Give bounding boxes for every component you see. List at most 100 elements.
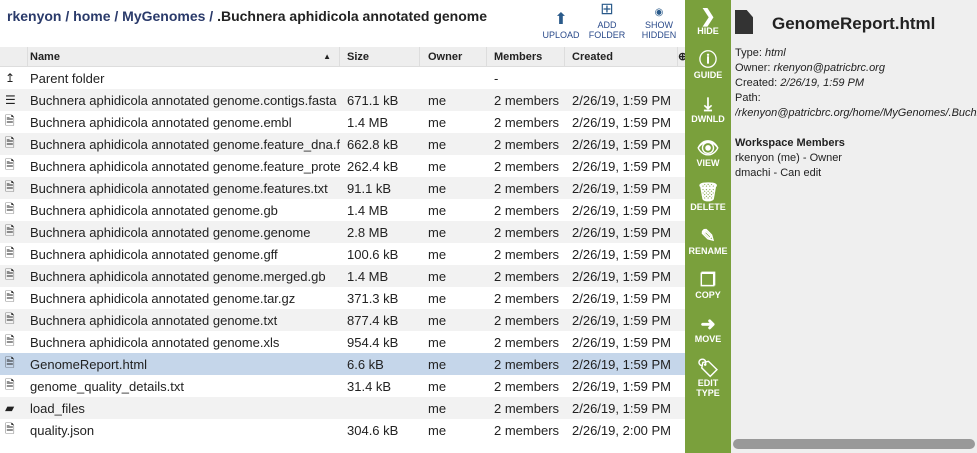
hide-icon: ❯: [700, 6, 716, 26]
file-created: 2/26/19, 1:59 PM: [572, 136, 672, 152]
crumb-rkenyon[interactable]: rkenyon: [7, 8, 62, 24]
upload-button[interactable]: ⬆ UPLOAD: [538, 12, 584, 41]
header-members[interactable]: Members: [487, 47, 565, 66]
file-row[interactable]: ▰ load_files me 2 members 2/26/19, 1:59 …: [0, 397, 685, 419]
header-size[interactable]: Size: [340, 47, 420, 66]
file-row[interactable]: 🗎 Buchnera aphidicola annotated genome.f…: [0, 155, 685, 177]
file-created: 2/26/19, 1:59 PM: [572, 312, 672, 328]
file-browser: rkenyon / home / MyGenomes / .Buchnera a…: [0, 1, 688, 441]
file-owner: me: [428, 290, 447, 306]
file-size: 877.4 kB: [347, 312, 399, 328]
delete-button[interactable]: 🗑 DELETE: [685, 176, 731, 220]
horizontal-scrollbar[interactable]: [733, 439, 975, 449]
file-size: 1.4 MB: [347, 114, 389, 130]
path-value: /rkenyon@patricbrc.org/home/MyGenomes/.B…: [735, 107, 977, 119]
header-name[interactable]: Name ▲: [28, 47, 340, 66]
crumb-current: .Buchnera aphidicola annotated genome: [217, 8, 488, 24]
file-name: Buchnera aphidicola annotated genome.txt: [30, 312, 278, 328]
file-owner: me: [428, 356, 447, 372]
file-icon: 🗎: [5, 377, 15, 392]
download-button[interactable]: ⤓ DWNLD: [685, 88, 731, 132]
crumb-home[interactable]: home: [73, 8, 111, 24]
member-item: rkenyon (me) - Owner: [735, 152, 842, 164]
rename-button[interactable]: ✎ RENAME: [685, 220, 731, 264]
file-owner: me: [428, 400, 447, 416]
file-row[interactable]: 🗎 Buchnera aphidicola annotated genome.g…: [0, 199, 685, 221]
file-created: 2/26/19, 1:59 PM: [572, 356, 672, 372]
sort-asc-icon: ▲: [323, 52, 331, 61]
file-members: 2 members: [494, 378, 560, 394]
file-row[interactable]: 🗎 genome_quality_details.txt 31.4 kB me …: [0, 375, 685, 397]
file-row[interactable]: 🗎 Buchnera aphidicola annotated genome.t…: [0, 309, 685, 331]
file-name: Buchnera aphidicola annotated genome.con…: [30, 92, 337, 108]
file-name: Buchnera aphidicola annotated genome.fea…: [30, 158, 340, 174]
contigs-icon: ☰: [5, 93, 16, 107]
file-owner: me: [428, 224, 447, 240]
file-icon: 🗎: [5, 289, 15, 304]
add-folder-button[interactable]: ⊞ ADD FOLDER: [584, 1, 630, 41]
file-members: 2 members: [494, 246, 560, 262]
file-owner: me: [428, 268, 447, 284]
file-members: 2 members: [494, 312, 560, 328]
view-button[interactable]: 👁 VIEW: [685, 132, 731, 176]
breadcrumb: rkenyon / home / MyGenomes / .Buchnera a…: [7, 8, 488, 24]
parent-folder-row[interactable]: ↥ Parent folder -: [0, 67, 685, 89]
edit-type-button[interactable]: 🏷 EDIT TYPE: [685, 352, 731, 398]
file-icon: 🗎: [5, 135, 15, 150]
show-hidden-button[interactable]: ◉ SHOW HIDDEN: [636, 8, 682, 41]
file-row[interactable]: 🗎 Buchnera aphidicola annotated genome.f…: [0, 177, 685, 199]
created-line: Created: 2/26/19, 1:59 PM: [735, 77, 865, 89]
file-row[interactable]: 🗎 Buchnera aphidicola annotated genome.g…: [0, 221, 685, 243]
file-name: Buchnera aphidicola annotated genome.fea…: [30, 136, 340, 152]
file-name: genome_quality_details.txt: [30, 378, 184, 394]
grid-header: Name ▲ Size Owner Members Created ⊕: [0, 47, 688, 67]
hide-button[interactable]: ❯ HIDE: [685, 0, 731, 44]
delete-icon: 🗑: [696, 182, 720, 202]
file-size: 262.4 kB: [347, 158, 399, 174]
file-row[interactable]: 🗎 Buchnera aphidicola annotated genome.t…: [0, 287, 685, 309]
file-members: 2 members: [494, 136, 560, 152]
move-button[interactable]: ➜ MOVE: [685, 308, 731, 352]
guide-button[interactable]: ⓘ GUIDE: [685, 44, 731, 88]
file-created: 2/26/19, 2:00 PM: [572, 422, 672, 438]
file-row[interactable]: 🗎 Buchnera aphidicola annotated genome.g…: [0, 243, 685, 265]
header-created[interactable]: Created: [565, 47, 678, 66]
file-size: 671.1 kB: [347, 92, 399, 108]
file-row[interactable]: 🗎 quality.json 304.6 kB me 2 members 2/2…: [0, 419, 685, 441]
copy-button[interactable]: ❐ COPY: [685, 264, 731, 308]
crumb-mygenomes[interactable]: MyGenomes: [122, 8, 206, 24]
file-created: 2/26/19, 1:59 PM: [572, 114, 672, 130]
file-size: 100.6 kB: [347, 246, 399, 262]
column-chooser-icon[interactable]: ⊕: [678, 51, 688, 63]
header-owner[interactable]: Owner: [420, 47, 487, 66]
file-row[interactable]: 🗎 Buchnera aphidicola annotated genome.f…: [0, 133, 685, 155]
file-row[interactable]: 🗎 Buchnera aphidicola annotated genome.e…: [0, 111, 685, 133]
details-panel: GenomeReport.html Type: html Owner: rken…: [731, 0, 977, 453]
view-icon: 👁: [696, 138, 720, 158]
header-icon-col: [0, 47, 28, 66]
file-row[interactable]: 🗎 Buchnera aphidicola annotated genome.x…: [0, 331, 685, 353]
file-owner: me: [428, 422, 447, 438]
file-size: 662.8 kB: [347, 136, 399, 152]
file-size: 304.6 kB: [347, 422, 399, 438]
file-members: 2 members: [494, 224, 560, 240]
file-created: 2/26/19, 1:59 PM: [572, 290, 672, 306]
file-grid: Name ▲ Size Owner Members Created ⊕ ↥ Par…: [0, 47, 688, 441]
file-icon: 🗎: [5, 157, 15, 172]
file-row[interactable]: 🗎 GenomeReport.html 6.6 kB me 2 members …: [0, 353, 685, 375]
path-label: Path:: [735, 92, 761, 104]
file-icon: [735, 10, 753, 34]
file-row[interactable]: 🗎 Buchnera aphidicola annotated genome.m…: [0, 265, 685, 287]
members-title: Workspace Members: [735, 137, 845, 149]
file-created: 2/26/19, 1:59 PM: [572, 202, 672, 218]
file-owner: me: [428, 246, 447, 262]
file-icon: 🗎: [5, 179, 15, 194]
file-size: 371.3 kB: [347, 290, 399, 306]
add-folder-icon: ⊞: [600, 1, 614, 18]
file-icon: 🗎: [5, 245, 15, 260]
file-owner: me: [428, 136, 447, 152]
file-size: 6.6 kB: [347, 356, 384, 372]
type-line: Type: html: [735, 47, 786, 59]
file-row[interactable]: ☰ Buchnera aphidicola annotated genome.c…: [0, 89, 685, 111]
file-owner: me: [428, 378, 447, 394]
